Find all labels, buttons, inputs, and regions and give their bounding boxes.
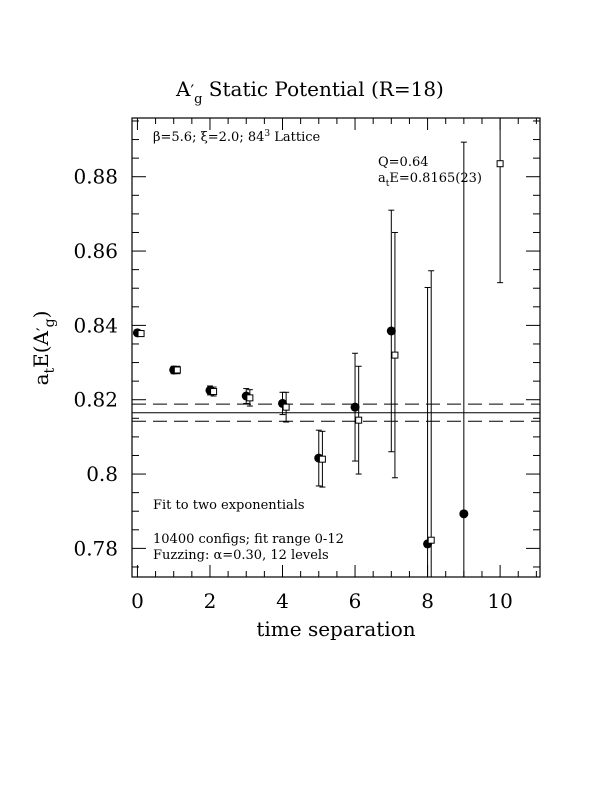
data-point [282, 403, 290, 411]
y-tick-label: 0.88 [73, 165, 118, 189]
x-tick-label: 6 [349, 589, 362, 613]
y-axis-label: atE(A′g) [29, 311, 58, 386]
y-tick-label: 0.86 [73, 239, 118, 263]
data-point [427, 536, 435, 544]
data-point [210, 388, 218, 396]
y-tick-label: 0.8 [86, 462, 118, 486]
axis-ticks [132, 118, 540, 577]
y-tick-label: 0.84 [73, 313, 118, 337]
x-tick-label: 10 [487, 589, 512, 613]
data-point [350, 402, 360, 412]
plot-frame [131, 117, 541, 578]
lattice-annotation: β=5.6; ξ=2.0; 843 Lattice [153, 129, 321, 145]
energy-annotation: atE=0.8165(23) [378, 171, 482, 189]
tick-labels: 0 2 4 6 8 10 0.78 0.8 0.82 0.84 0.86 0.88 [73, 165, 512, 613]
x-tick-label: 4 [276, 589, 289, 613]
y-tick-label: 0.82 [73, 388, 118, 412]
x-tick-label: 8 [421, 589, 434, 613]
plot-border [131, 117, 541, 578]
data-point [246, 394, 254, 402]
data-point [355, 416, 363, 424]
x-axis-label: time separation [256, 617, 415, 641]
chart-title: A′g Static Potential (R=18) [175, 77, 444, 107]
fit-band [132, 403, 540, 422]
data-point [391, 351, 399, 359]
data-point [386, 326, 396, 336]
configs-annotation: 10400 configs; fit range 0-12 [153, 532, 344, 547]
data-point [173, 366, 181, 374]
data-point [459, 509, 469, 519]
data-point [318, 455, 326, 463]
data-points [132, 118, 504, 577]
data-point [496, 160, 504, 168]
x-tick-label: 0 [131, 589, 144, 613]
y-tick-label: 0.78 [73, 536, 118, 560]
data-point [137, 330, 145, 338]
x-tick-label: 2 [204, 589, 217, 613]
fit-type-annotation: Fit to two exponentials [153, 498, 305, 513]
fuzzing-annotation: Fuzzing: α=0.30, 12 levels [153, 548, 329, 563]
q-annotation: Q=0.64 [378, 155, 429, 170]
